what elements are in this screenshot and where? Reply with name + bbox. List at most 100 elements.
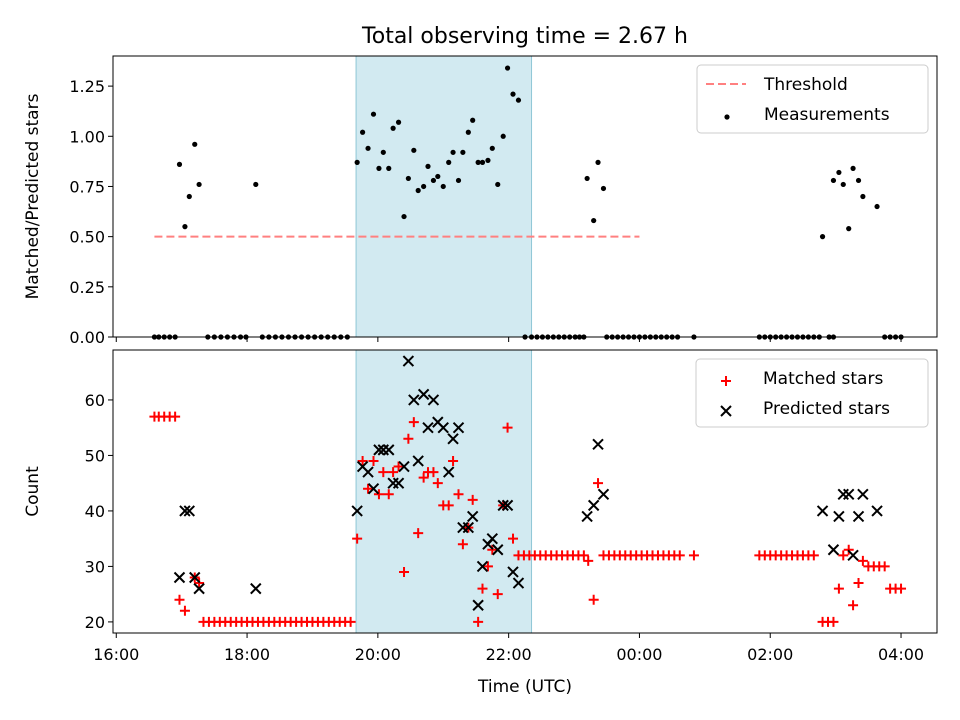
measurement-point [186,193,192,200]
predicted-star-point [857,488,869,500]
y-tick-label: 1.25 [69,77,105,96]
measurement-point [370,111,377,117]
y-tick-label: 0.50 [69,228,105,247]
measurement-point [840,181,846,188]
predicted-star-point [587,499,600,512]
matched-star-point [368,455,379,466]
predicted-star-point [383,444,395,456]
matched-star-point [848,600,859,611]
matched-star-point [588,594,599,605]
measurement-point [485,157,491,163]
measurement-point [450,149,456,155]
predicted-star-point [427,394,440,406]
matched-star-point [403,433,414,444]
predicted-star-point [837,488,849,500]
predicted-star-point [437,421,449,434]
measurement-point [836,169,842,176]
predicted-star-point [362,466,374,478]
measurement-point [380,149,386,155]
measurement-point [421,183,427,190]
matched-star-point [399,566,410,577]
legend-label-threshold: Threshold [763,75,848,95]
matched-star-point [345,616,356,627]
y-tick-label: 0.75 [69,177,105,196]
y-tick-label: 30 [85,557,105,576]
predicted-star-point [833,510,845,523]
measurement-point [495,181,501,188]
predicted-star-point [442,466,455,478]
matched-star-point [857,555,868,566]
measurement-point [435,173,441,180]
y-tick-label: 0.25 [69,278,105,297]
measurement-point [430,177,437,184]
matched-star-point [373,489,384,500]
measurement-point [253,181,259,188]
observing-window-shade [356,56,532,337]
matched-star-point [492,589,503,600]
measurement-point [600,185,607,192]
predicted-star-point [497,499,509,512]
matched-star-point [578,550,589,561]
legend-measurement-key [724,114,730,120]
measurement-point [465,129,471,135]
legend-label-predicted-stars: Predicted stars [763,399,890,419]
predicted-star-point [392,477,405,489]
measurement-point [470,117,476,123]
matched-star-point [473,616,484,627]
matched-star-point [418,472,429,483]
legend-box [696,64,929,134]
predicted-star-point [422,421,434,434]
predicted-star-point [351,505,363,517]
legend-box [695,358,929,428]
measurement-point [475,159,481,165]
predicted-star-point [852,510,865,523]
measurement-point [504,65,511,71]
measurement-point [440,183,446,190]
x-tick-label: 04:00 [878,645,924,664]
matched-star-point [853,578,864,589]
matched-star-point [674,550,685,561]
matched-star-point [352,533,363,544]
matched-star-point [879,561,890,572]
measurement-point [510,91,516,97]
matched-star-point [428,467,439,478]
measurement-point [455,177,462,184]
y-axis-label: Count [23,466,43,517]
predicted-star-point [507,566,519,578]
axes-frame [112,55,938,338]
matched-star-point [388,467,399,478]
predicted-star-point [472,599,484,611]
matched-star-point [363,483,374,494]
matched-star-point [583,555,594,566]
matched-star-point [477,583,488,594]
measurement-point [176,161,183,167]
y-tick-label: 40 [85,502,105,521]
measurement-point [425,163,431,169]
predicted-star-point [402,355,415,367]
measurement-point [850,165,856,171]
legend-label-matched-stars: Matched stars [763,369,883,389]
predicted-star-point [816,505,829,517]
matched-star-point [393,461,404,472]
predicted-star-point [452,421,465,434]
legend: Threshold Measurements [696,64,929,134]
legend: Matched stars Predicted stars [695,358,929,428]
predicted-star-point [183,505,196,517]
measurement-point [359,129,366,135]
bottom-panel: 20 30 40 50 60 16:00 18:00 20:00 22:00 00:00 02:00… [23,349,938,697]
predicted-star-point [447,433,459,445]
predicted-star-point [581,510,593,523]
predicted-star-point [501,499,514,512]
predicted-star-point [412,455,424,467]
predicted-star-point [476,560,489,573]
measurement-point [860,193,866,200]
measurement-point [401,213,407,220]
legend-predicted-key [720,405,732,417]
predicted-star-point [512,577,525,589]
predicted-star-point [827,544,840,556]
matched-star-point [838,550,849,561]
x-tick-label: 20:00 [355,645,401,664]
measurement-point [365,145,371,151]
measurement-point [395,119,402,125]
